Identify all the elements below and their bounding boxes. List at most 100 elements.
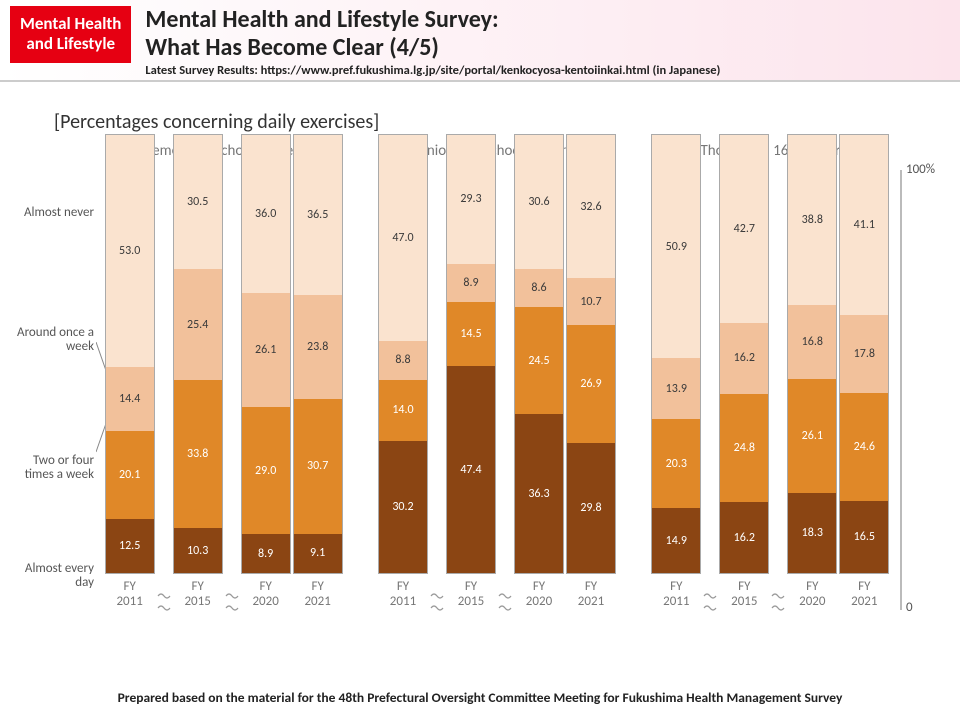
badge-line1: Mental Health xyxy=(20,14,121,34)
bars-row: 14.920.313.950.9FY201116.224.816.242.7FY… xyxy=(647,170,894,610)
bar-segment-almost_never: 53.0 xyxy=(106,135,154,367)
bar-wrap: 16.224.816.242.7FY2015 xyxy=(719,134,769,610)
bar-segment-almost_never: 29.3 xyxy=(447,135,495,263)
x-label: FY2021 xyxy=(851,580,877,610)
badge-line2: and Lifestyle xyxy=(20,34,121,54)
y-axis: 100% 0 xyxy=(894,142,930,610)
bar-segment-every_day: 30.2 xyxy=(379,441,427,573)
stacked-bar: 9.130.723.836.5 xyxy=(293,134,343,574)
bars-row: 12.520.114.453.0FY201110.333.825.430.5FY… xyxy=(100,170,347,610)
x-label: FY2020 xyxy=(799,580,825,610)
bar-segment-two_four: 33.8 xyxy=(174,380,222,528)
axis-break-icon xyxy=(225,592,239,612)
bar-segment-every_day: 36.3 xyxy=(515,414,563,573)
bar-segment-every_day: 8.9 xyxy=(242,534,290,573)
bar-segment-every_day: 47.4 xyxy=(447,366,495,573)
bar-segment-once_week: 10.7 xyxy=(567,278,615,325)
bar-segment-once_week: 16.2 xyxy=(720,323,768,394)
bar-segment-two_four: 24.8 xyxy=(720,394,768,503)
bar-segment-every_day: 16.2 xyxy=(720,502,768,573)
chart-panels: Elementary School Student12.520.114.453.… xyxy=(100,142,894,610)
bar-segment-every_day: 12.5 xyxy=(106,519,154,574)
legend-almost-never: Almost never xyxy=(10,206,94,220)
bar-segment-almost_never: 36.0 xyxy=(242,135,290,293)
bar-wrap: 9.130.723.836.5 FY2021 xyxy=(293,134,343,610)
legend-labels: Almost never Around once a week Two or f… xyxy=(10,142,100,610)
bar-segment-almost_never: 36.5 xyxy=(294,135,342,295)
bar-segment-almost_never: 32.6 xyxy=(567,135,615,278)
bar-segment-every_day: 29.8 xyxy=(567,443,615,574)
bar-segment-once_week: 8.9 xyxy=(447,264,495,303)
chart-panel: Junior high school students30.214.08.847… xyxy=(373,142,620,610)
page-title-line2: What Has Become Clear (4/5) xyxy=(145,34,950,62)
title-block: Mental Health and Lifestyle Survey: What… xyxy=(145,6,950,78)
bar-segment-every_day: 10.3 xyxy=(174,528,222,573)
legend-every-day: Almost every day xyxy=(10,562,94,591)
bar-segment-once_week: 8.6 xyxy=(515,269,563,307)
bar-segment-two_four: 30.7 xyxy=(294,399,342,533)
stacked-bar: 16.524.617.841.1 xyxy=(839,134,889,574)
subtitle: Latest Survey Results: https://www.pref.… xyxy=(145,63,950,78)
bar-wrap: 8.929.026.136.0 FY2020 xyxy=(241,134,291,610)
bar-segment-almost_never: 47.0 xyxy=(379,135,427,341)
stacked-bar: 29.826.910.732.6 xyxy=(566,134,616,574)
axis-break-icon xyxy=(498,592,512,612)
bar-segment-once_week: 8.8 xyxy=(379,341,427,380)
bar-segment-every_day: 9.1 xyxy=(294,534,342,574)
bar-segment-once_week: 23.8 xyxy=(294,295,342,399)
bar-segment-two_four: 26.1 xyxy=(788,379,836,493)
bar-wrap: 14.920.313.950.9 FY2011 xyxy=(651,134,701,610)
axis-break-icon xyxy=(771,592,785,612)
page-title-line1: Mental Health and Lifestyle Survey: xyxy=(145,6,950,34)
y-axis-line xyxy=(900,170,902,610)
bar-wrap: 18.326.116.838.8 FY2020 xyxy=(787,134,837,610)
x-label: FY2015 xyxy=(184,580,210,610)
x-label: FY2015 xyxy=(731,580,757,610)
bar-segment-almost_never: 38.8 xyxy=(788,135,836,305)
bar-wrap: 29.826.910.732.6 FY2021 xyxy=(566,134,616,610)
header: Mental Health and Lifestyle Mental Healt… xyxy=(0,0,960,82)
x-label: FY2015 xyxy=(458,580,484,610)
bar-segment-two_four: 14.0 xyxy=(379,380,427,441)
bar-segment-almost_never: 30.6 xyxy=(515,135,563,269)
stacked-bar: 30.214.08.847.0 xyxy=(378,134,428,574)
bar-wrap: 10.333.825.430.5 FY2015 xyxy=(173,134,223,610)
bar-segment-two_four: 20.3 xyxy=(652,419,700,508)
stacked-bar: 14.920.313.950.9 xyxy=(651,134,701,574)
axis-break-icon xyxy=(430,592,444,612)
bar-segment-once_week: 14.4 xyxy=(106,367,154,430)
section-title: [Percentages concerning daily exercises] xyxy=(54,110,960,134)
chart-area: Almost never Around once a week Two or f… xyxy=(0,142,960,610)
bar-wrap: 36.324.58.630.6 FY2020 xyxy=(514,134,564,610)
stacked-bar: 10.333.825.430.5 xyxy=(173,134,223,574)
bar-wrap: 16.524.617.841.1 FY2021 xyxy=(839,134,889,610)
stacked-bar: 36.324.58.630.6 xyxy=(514,134,564,574)
legend-two-four: Two or four times a week xyxy=(10,454,94,483)
bar-segment-two_four: 24.5 xyxy=(515,307,563,414)
axis-break-icon xyxy=(703,592,717,612)
x-label: FY2020 xyxy=(252,580,278,610)
chart-panel: Elementary School Student12.520.114.453.… xyxy=(100,142,347,610)
category-badge: Mental Health and Lifestyle xyxy=(10,6,131,63)
x-label: FY2021 xyxy=(304,580,330,610)
bar-segment-once_week: 16.8 xyxy=(788,305,836,379)
y-tick-bottom: 0 xyxy=(906,600,913,615)
bar-segment-every_day: 18.3 xyxy=(788,493,836,573)
x-label: FY2020 xyxy=(526,580,552,610)
stacked-bar: 18.326.116.838.8 xyxy=(787,134,837,574)
bar-wrap: 47.414.58.929.3FY2015 xyxy=(446,134,496,610)
bar-segment-every_day: 16.5 xyxy=(840,501,888,573)
bar-segment-two_four: 24.6 xyxy=(840,393,888,501)
legend-once-week: Around once a week xyxy=(10,326,94,355)
bar-segment-almost_never: 30.5 xyxy=(174,135,222,269)
bar-wrap: 12.520.114.453.0FY2011 xyxy=(105,134,155,610)
stacked-bar: 8.929.026.136.0 xyxy=(241,134,291,574)
x-label: FY2021 xyxy=(578,580,604,610)
bar-segment-once_week: 17.8 xyxy=(840,315,888,393)
bar-wrap: 30.214.08.847.0 FY2011 xyxy=(378,134,428,610)
x-label: FY2011 xyxy=(663,580,689,610)
x-label: FY2011 xyxy=(390,580,416,610)
bar-segment-once_week: 25.4 xyxy=(174,269,222,380)
bar-segment-every_day: 14.9 xyxy=(652,508,700,573)
bar-segment-two_four: 20.1 xyxy=(106,431,154,519)
